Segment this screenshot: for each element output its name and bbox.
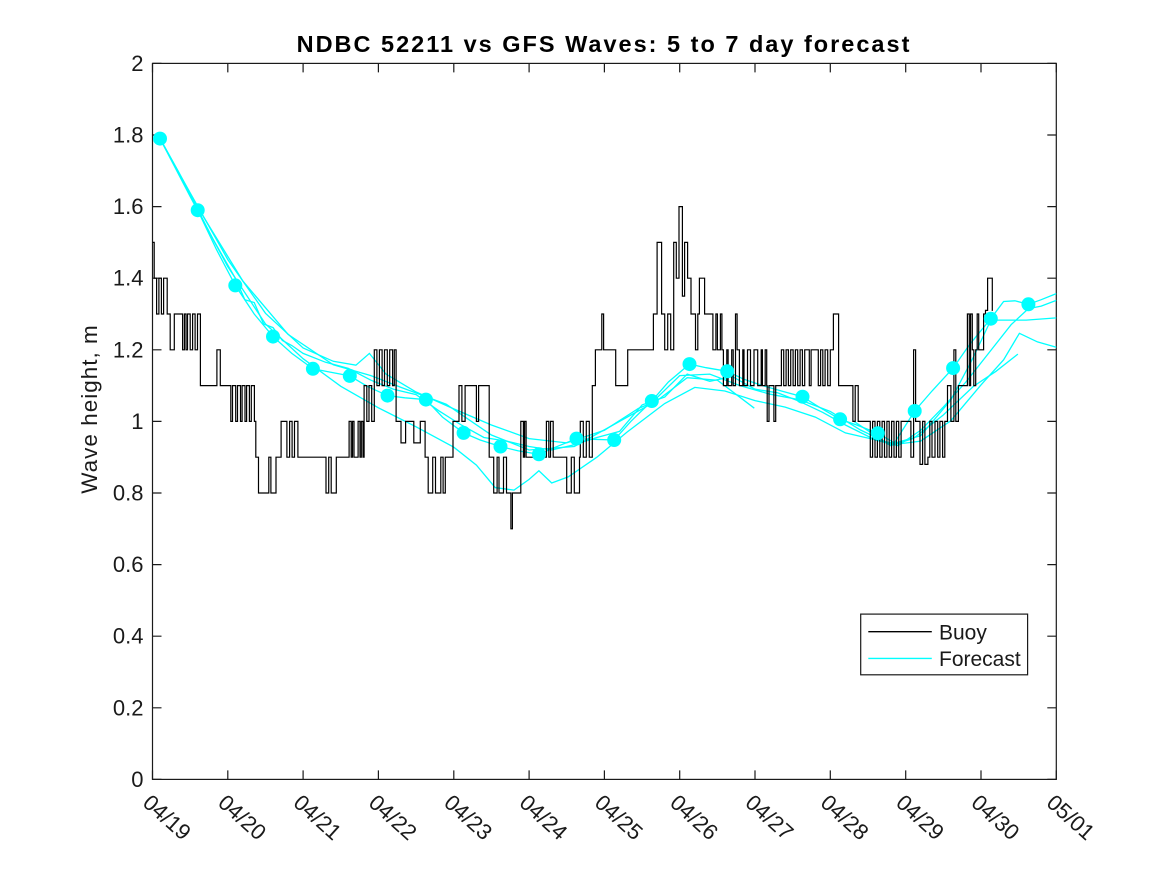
svg-text:1.8: 1.8	[113, 123, 144, 148]
svg-text:0.4: 0.4	[113, 624, 144, 649]
svg-text:NDBC 52211 vs GFS Waves: 5 to: NDBC 52211 vs GFS Waves: 5 to 7 day fore…	[297, 31, 912, 57]
svg-text:0.2: 0.2	[113, 695, 144, 720]
svg-text:0: 0	[131, 767, 143, 792]
svg-text:Wave height, m: Wave height, m	[77, 324, 102, 493]
svg-text:2: 2	[131, 51, 143, 76]
svg-text:1: 1	[131, 409, 143, 434]
svg-text:1.2: 1.2	[113, 337, 144, 362]
svg-text:1.6: 1.6	[113, 194, 144, 219]
svg-text:Buoy: Buoy	[939, 621, 987, 644]
svg-text:0.8: 0.8	[113, 481, 144, 506]
svg-text:0.6: 0.6	[113, 552, 144, 577]
svg-text:Forecast: Forecast	[939, 648, 1021, 671]
svg-text:1.4: 1.4	[113, 266, 144, 291]
